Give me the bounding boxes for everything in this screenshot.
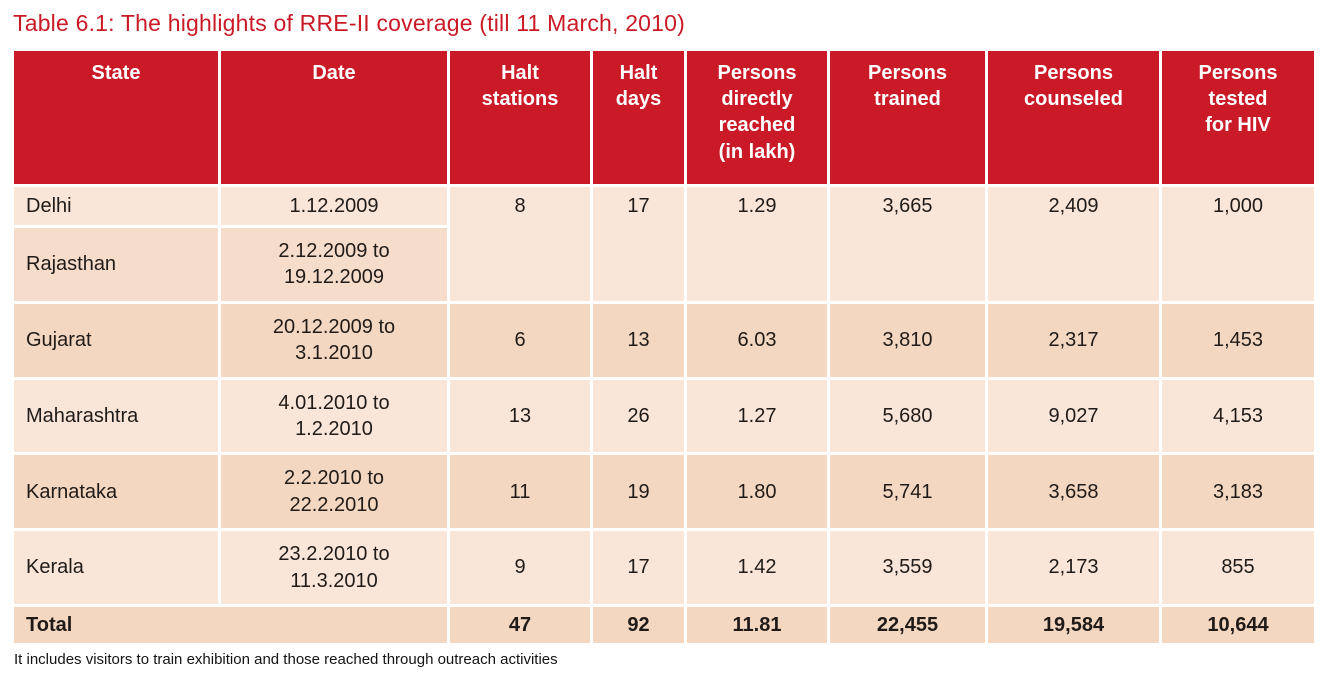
col-header-persons-directly-reached: Persons directly reached (in lakh)	[684, 47, 830, 187]
cell-total-halt-days: 92	[590, 603, 687, 647]
cell-date: 2.2.2010 to 22.2.2010	[218, 452, 450, 532]
table-row-karnataka: Karnataka 2.2.2010 to 22.2.2010 11 19 1.…	[11, 452, 1317, 532]
cell-total-persons-trained: 22,455	[827, 603, 988, 647]
col-header-persons-counseled: Persons counseled	[985, 47, 1162, 187]
cell-state: Karnataka	[11, 452, 221, 532]
cell-persons-tested: 855	[1159, 528, 1317, 607]
table-row-maharashtra: Maharashtra 4.01.2010 to 1.2.2010 13 26 …	[11, 376, 1317, 456]
cell-total-persons-reached: 11.81	[684, 603, 830, 647]
table-body: Delhi 1.12.2009 8 17 1.29 3,665 2,409 1,…	[11, 183, 1317, 647]
col-header-state: State	[11, 47, 221, 187]
cell-halt-days: 26	[590, 376, 687, 456]
cell-halt-stations: 8	[447, 183, 593, 304]
table-title: Table 6.1: The highlights of RRE-II cove…	[13, 10, 686, 36]
cell-persons-trained: 5,680	[827, 376, 988, 456]
col-header-date: Date	[218, 47, 450, 187]
cell-date: 23.2.2010 to 11.3.2010	[218, 528, 450, 607]
cell-total-halt-stations: 47	[447, 603, 593, 647]
cell-halt-days: 13	[590, 300, 687, 380]
col-header-halt-stations: Halt stations	[447, 47, 593, 187]
cell-state: Maharashtra	[11, 376, 221, 456]
cell-total-label: Total	[11, 603, 450, 647]
cell-total-persons-counseled: 19,584	[985, 603, 1162, 647]
cell-halt-stations: 6	[447, 300, 593, 380]
cell-persons-trained: 3,665	[827, 183, 988, 304]
cell-persons-tested: 4,153	[1159, 376, 1317, 456]
cell-halt-days: 17	[590, 528, 687, 607]
cell-state: Rajasthan	[11, 224, 221, 304]
cell-date: 2.12.2009 to 19.12.2009	[218, 224, 450, 304]
footnote: It includes visitors to train exhibition…	[14, 651, 558, 669]
table-header: State Date Halt stations Halt days Perso…	[11, 47, 1317, 187]
cell-persons-counseled: 2,173	[985, 528, 1162, 607]
coverage-table: State Date Halt stations Halt days Perso…	[11, 47, 1317, 647]
header-row: State Date Halt stations Halt days Perso…	[11, 47, 1317, 187]
cell-persons-reached: 1.27	[684, 376, 830, 456]
cell-persons-reached: 1.42	[684, 528, 830, 607]
cell-persons-counseled: 3,658	[985, 452, 1162, 532]
cell-persons-reached: 6.03	[684, 300, 830, 380]
col-header-halt-days: Halt days	[590, 47, 687, 187]
document-page: Table 6.1: The highlights of RRE-II cove…	[11, 10, 1317, 669]
table-row-gujarat: Gujarat 20.12.2009 to 3.1.2010 6 13 6.03…	[11, 300, 1317, 380]
table-row-delhi: Delhi 1.12.2009 8 17 1.29 3,665 2,409 1,…	[11, 183, 1317, 304]
cell-halt-stations: 11	[447, 452, 593, 532]
table-row-kerala: Kerala 23.2.2010 to 11.3.2010 9 17 1.42 …	[11, 528, 1317, 607]
cell-persons-counseled: 9,027	[985, 376, 1162, 456]
cell-persons-tested: 3,183	[1159, 452, 1317, 532]
cell-date: 4.01.2010 to 1.2.2010	[218, 376, 450, 456]
cell-date: 20.12.2009 to 3.1.2010	[218, 300, 450, 380]
cell-persons-trained: 3,559	[827, 528, 988, 607]
cell-persons-tested: 1,000	[1159, 183, 1317, 304]
cell-state: Delhi	[11, 183, 221, 228]
cell-persons-reached: 1.80	[684, 452, 830, 532]
cell-persons-reached: 1.29	[684, 183, 830, 304]
cell-date: 1.12.2009	[218, 183, 450, 228]
col-header-persons-tested-hiv: Persons tested for HIV	[1159, 47, 1317, 187]
cell-halt-stations: 9	[447, 528, 593, 607]
cell-persons-counseled: 2,317	[985, 300, 1162, 380]
cell-persons-tested: 1,453	[1159, 300, 1317, 380]
cell-persons-counseled: 2,409	[985, 183, 1162, 304]
cell-state: Gujarat	[11, 300, 221, 380]
cell-persons-trained: 5,741	[827, 452, 988, 532]
table-row-total: Total 47 92 11.81 22,455 19,584 10,644	[11, 603, 1317, 647]
col-header-persons-trained: Persons trained	[827, 47, 988, 187]
cell-persons-trained: 3,810	[827, 300, 988, 380]
cell-halt-days: 19	[590, 452, 687, 532]
table-row-rajasthan: Rajasthan 2.12.2009 to 19.12.2009	[11, 224, 1316, 304]
cell-state: Kerala	[11, 528, 221, 607]
cell-halt-days: 17	[590, 183, 687, 304]
cell-total-persons-tested: 10,644	[1159, 603, 1317, 647]
cell-halt-stations: 13	[447, 376, 593, 456]
